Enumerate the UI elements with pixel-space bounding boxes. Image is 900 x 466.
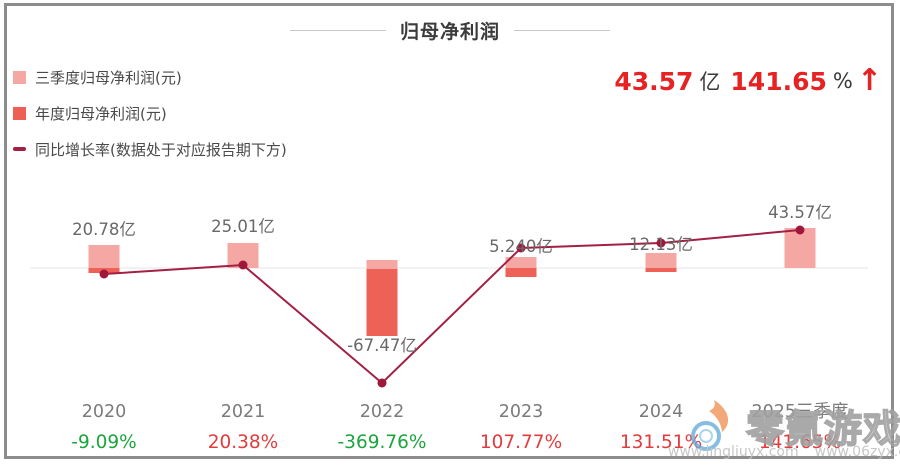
latest-growth-value: 141.65 xyxy=(730,66,827,96)
bar-value-label-2023: 5.240亿 xyxy=(489,237,553,256)
x-axis-label-2022: 2022 xyxy=(360,402,405,422)
title-divider-left xyxy=(289,29,386,31)
chart-legend: 三季度归母净利润(元) 年度归母净利润(元) 同比增长率(数据处于对应报告期下方) xyxy=(13,66,287,174)
x-axis-label-2020: 2020 xyxy=(82,402,127,422)
growth-rate-label-2023: 107.77% xyxy=(480,432,562,453)
x-axis-label-2021: 2021 xyxy=(221,402,266,422)
growth-line xyxy=(103,229,801,385)
growth-rate-label-2020: -9.09% xyxy=(71,432,136,453)
growth-point-2024 xyxy=(656,238,666,248)
bar-q3-2020 xyxy=(88,245,120,268)
bar-q3-2022 xyxy=(366,260,398,269)
growth-point-2025三季度 xyxy=(795,225,805,235)
x-axis-label-2023: 2023 xyxy=(499,402,544,422)
bar-q3-2025三季度 xyxy=(784,228,816,268)
latest-profit-value: 43.57 xyxy=(614,66,694,96)
bar-value-label-2020: 20.78亿 xyxy=(72,220,136,239)
chart-title: 归母净利润 xyxy=(399,20,500,43)
growth-point-2023 xyxy=(516,243,526,253)
latest-profit-unit: 亿 xyxy=(699,70,721,94)
up-arrow-icon: ↑ xyxy=(856,63,882,98)
title-divider-right xyxy=(514,29,610,31)
bar-value-label-2025三季度: 43.57亿 xyxy=(768,203,832,222)
legend-item-1: 年度归母净利润(元) xyxy=(13,102,287,124)
bar-annual-2024 xyxy=(645,268,677,272)
growth-rate-label-2025三季度: 141.65% xyxy=(759,432,841,453)
bar-value-label-2024: 12.13亿 xyxy=(629,235,693,254)
line-dash-icon xyxy=(13,147,26,151)
bar-q3-2023 xyxy=(505,257,537,268)
latest-value-headline: 43.57 亿 141.65 % ↑ xyxy=(614,62,882,100)
bar-annual-2022 xyxy=(366,269,398,336)
bar-annual-2023 xyxy=(505,268,537,277)
latest-growth-unit: % xyxy=(832,69,853,93)
bar-q3-2024 xyxy=(645,253,677,268)
growth-point-2020 xyxy=(99,269,109,279)
x-axis-label-2025三季度: 2025三季度 xyxy=(751,402,848,422)
growth-rate-label-2021: 20.38% xyxy=(208,432,279,453)
legend-label: 年度归母净利润(元) xyxy=(35,104,167,123)
bar-value-label-2022: -67.47亿 xyxy=(347,336,417,355)
legend-label: 同比增长率(数据处于对应报告期下方) xyxy=(35,140,287,159)
bar-value-label-2021: 25.01亿 xyxy=(211,217,275,236)
growth-rate-label-2022: -369.76% xyxy=(338,432,427,453)
pink-square-icon xyxy=(13,70,26,84)
growth-rate-label-2024: 131.51% xyxy=(620,432,702,453)
growth-point-2022 xyxy=(377,378,387,388)
red-square-icon xyxy=(13,106,26,120)
legend-item-2: 同比增长率(数据处于对应报告期下方) xyxy=(13,138,287,160)
legend-item-0: 三季度归母净利润(元) xyxy=(13,66,287,88)
legend-label: 三季度归母净利润(元) xyxy=(35,68,182,87)
chart-title-row: 归母净利润 xyxy=(0,16,900,44)
growth-point-2021 xyxy=(238,260,248,270)
x-axis-label-2024: 2024 xyxy=(639,402,684,422)
